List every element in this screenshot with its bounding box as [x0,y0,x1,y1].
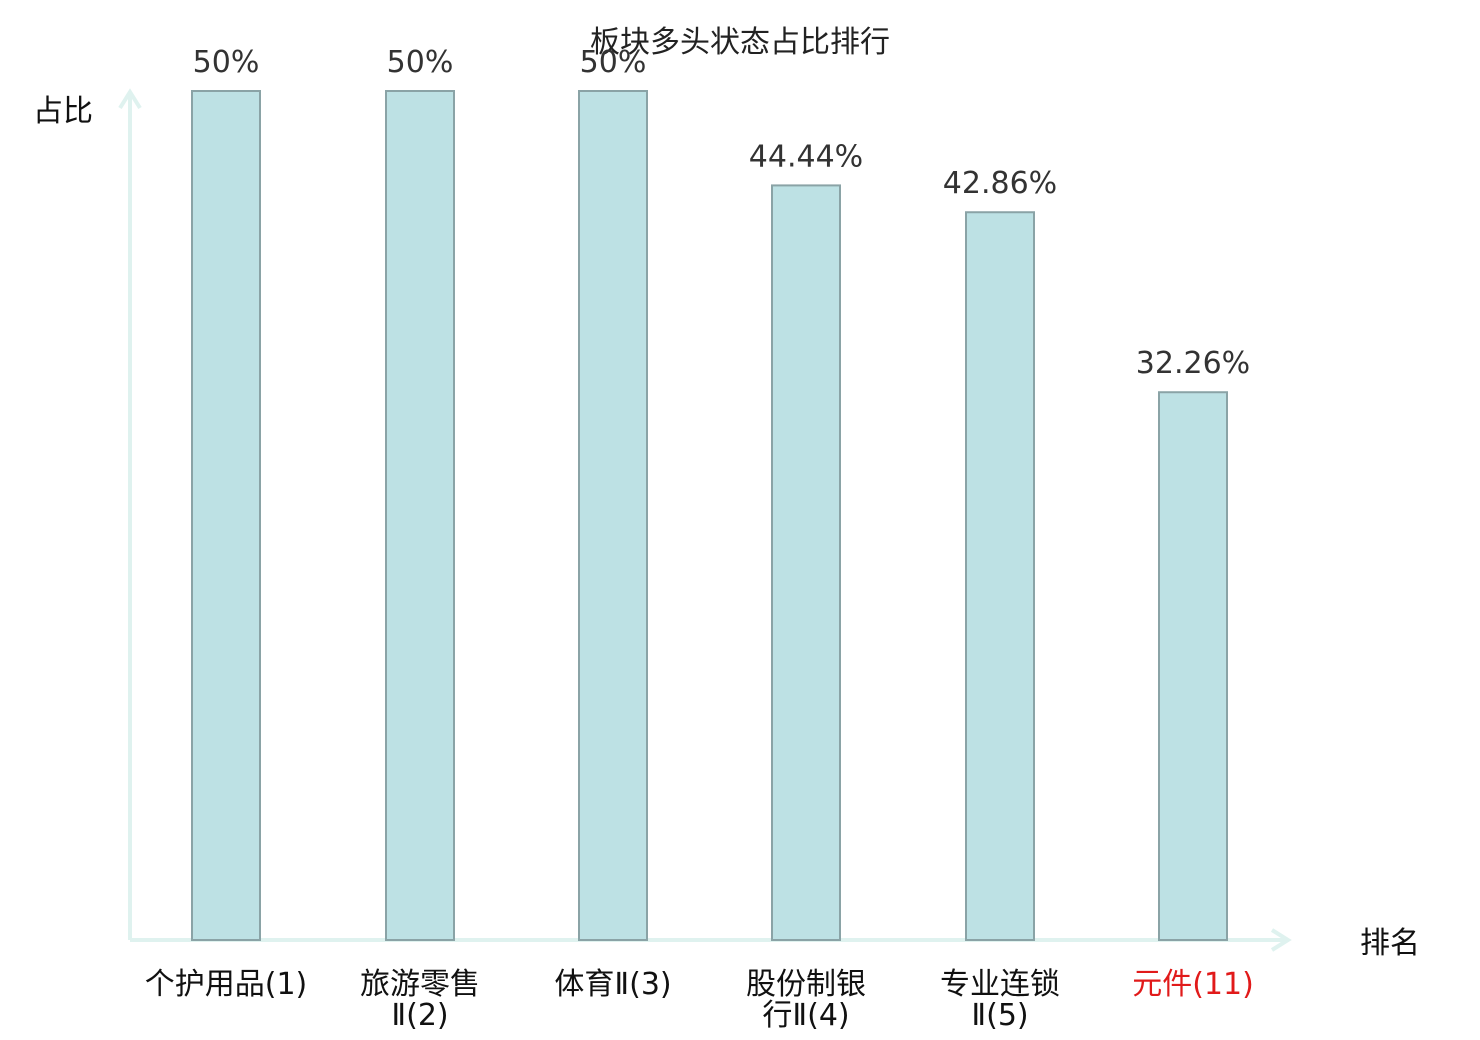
category-label-5-line-1: 专业连锁 [940,967,1060,1002]
category-label-1-line-1: 个护用品(1) [145,967,308,1002]
value-label-6: 32.26% [1136,346,1250,381]
category-label-4-line-2: 行Ⅱ(4) [762,998,849,1033]
bars-group [191,90,1228,942]
category-label-3-line-1: 体育Ⅱ(3) [554,967,671,1002]
value-label-5: 42.86% [943,166,1057,201]
x-axis-arrow [1270,928,1292,952]
category-label-6-line-1: 元件(11) [1132,967,1254,1002]
bar-1 [191,90,261,941]
category-label-4-line-1: 股份制银 [746,967,866,1002]
y-axis-label: 占比 [33,94,93,129]
x-axis-label: 排名 [1360,926,1420,961]
value-label-2: 50% [387,45,454,80]
bar-3 [578,90,648,941]
bar-4 [771,184,841,941]
bar-6 [1158,391,1228,941]
bar-5 [965,211,1035,942]
value-labels-group: 50% 50% 50% 44.44% 42.86% 32.26% [193,45,1251,381]
y-axis-arrow [118,88,142,110]
chart-title: 板块多头状态占比排行 [590,25,890,60]
value-label-4: 44.44% [749,139,863,174]
category-label-2-line-2: Ⅱ(2) [391,998,448,1033]
value-label-3: 50% [580,45,647,80]
category-label-5-line-2: Ⅱ(5) [971,998,1028,1033]
value-label-1: 50% [193,45,260,80]
bar-2 [385,90,455,941]
category-label-2-line-1: 旅游零售 [360,967,480,1002]
